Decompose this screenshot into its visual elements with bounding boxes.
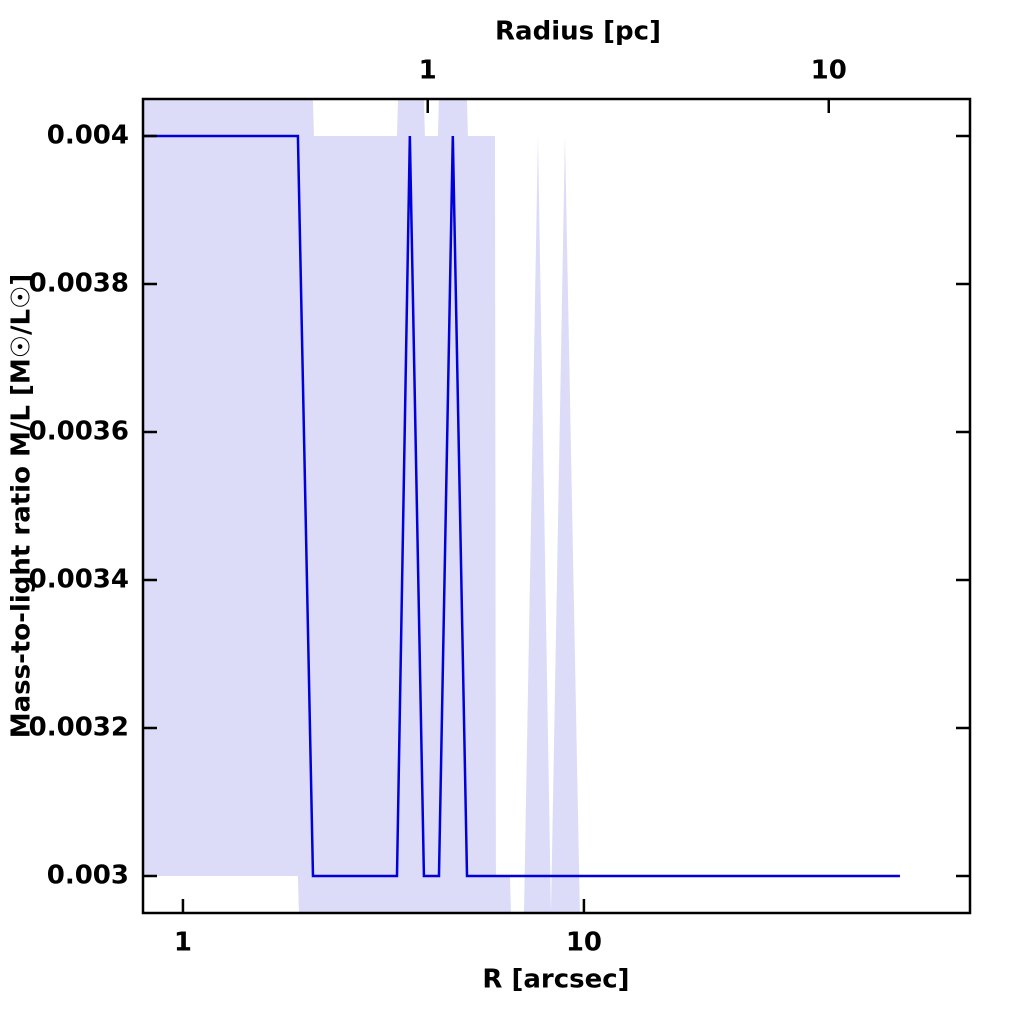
- y-tick-label: 0.0032: [29, 713, 129, 743]
- x-tick-label: 10: [566, 928, 602, 958]
- plot-frame: [141, 97, 972, 915]
- y-tick-label: 0.0036: [29, 417, 129, 447]
- x2-tick-label: 1: [419, 56, 437, 86]
- error-band: [143, 99, 580, 913]
- y-tick-label: 0.0038: [29, 269, 129, 299]
- top-axis-title: Radius [pc]: [495, 17, 661, 47]
- y-axis-title: Mass-to-light ratio M/L [M☉/L☉]: [7, 274, 37, 739]
- x-axis-title: R [arcsec]: [482, 965, 629, 995]
- x-tick-label: 1: [174, 928, 192, 958]
- x2-tick-label: 10: [811, 56, 847, 86]
- plot-area: [143, 99, 900, 913]
- ml-line: [143, 134, 900, 878]
- y-tick-label: 0.0034: [29, 565, 129, 595]
- y-tick-label: 0.003: [47, 861, 129, 891]
- axes: 0.003 0.0032 0.0034 0.0036 0.0038 0.004 1 10 1 10: [29, 56, 972, 958]
- y-tick-label: 0.004: [47, 121, 129, 151]
